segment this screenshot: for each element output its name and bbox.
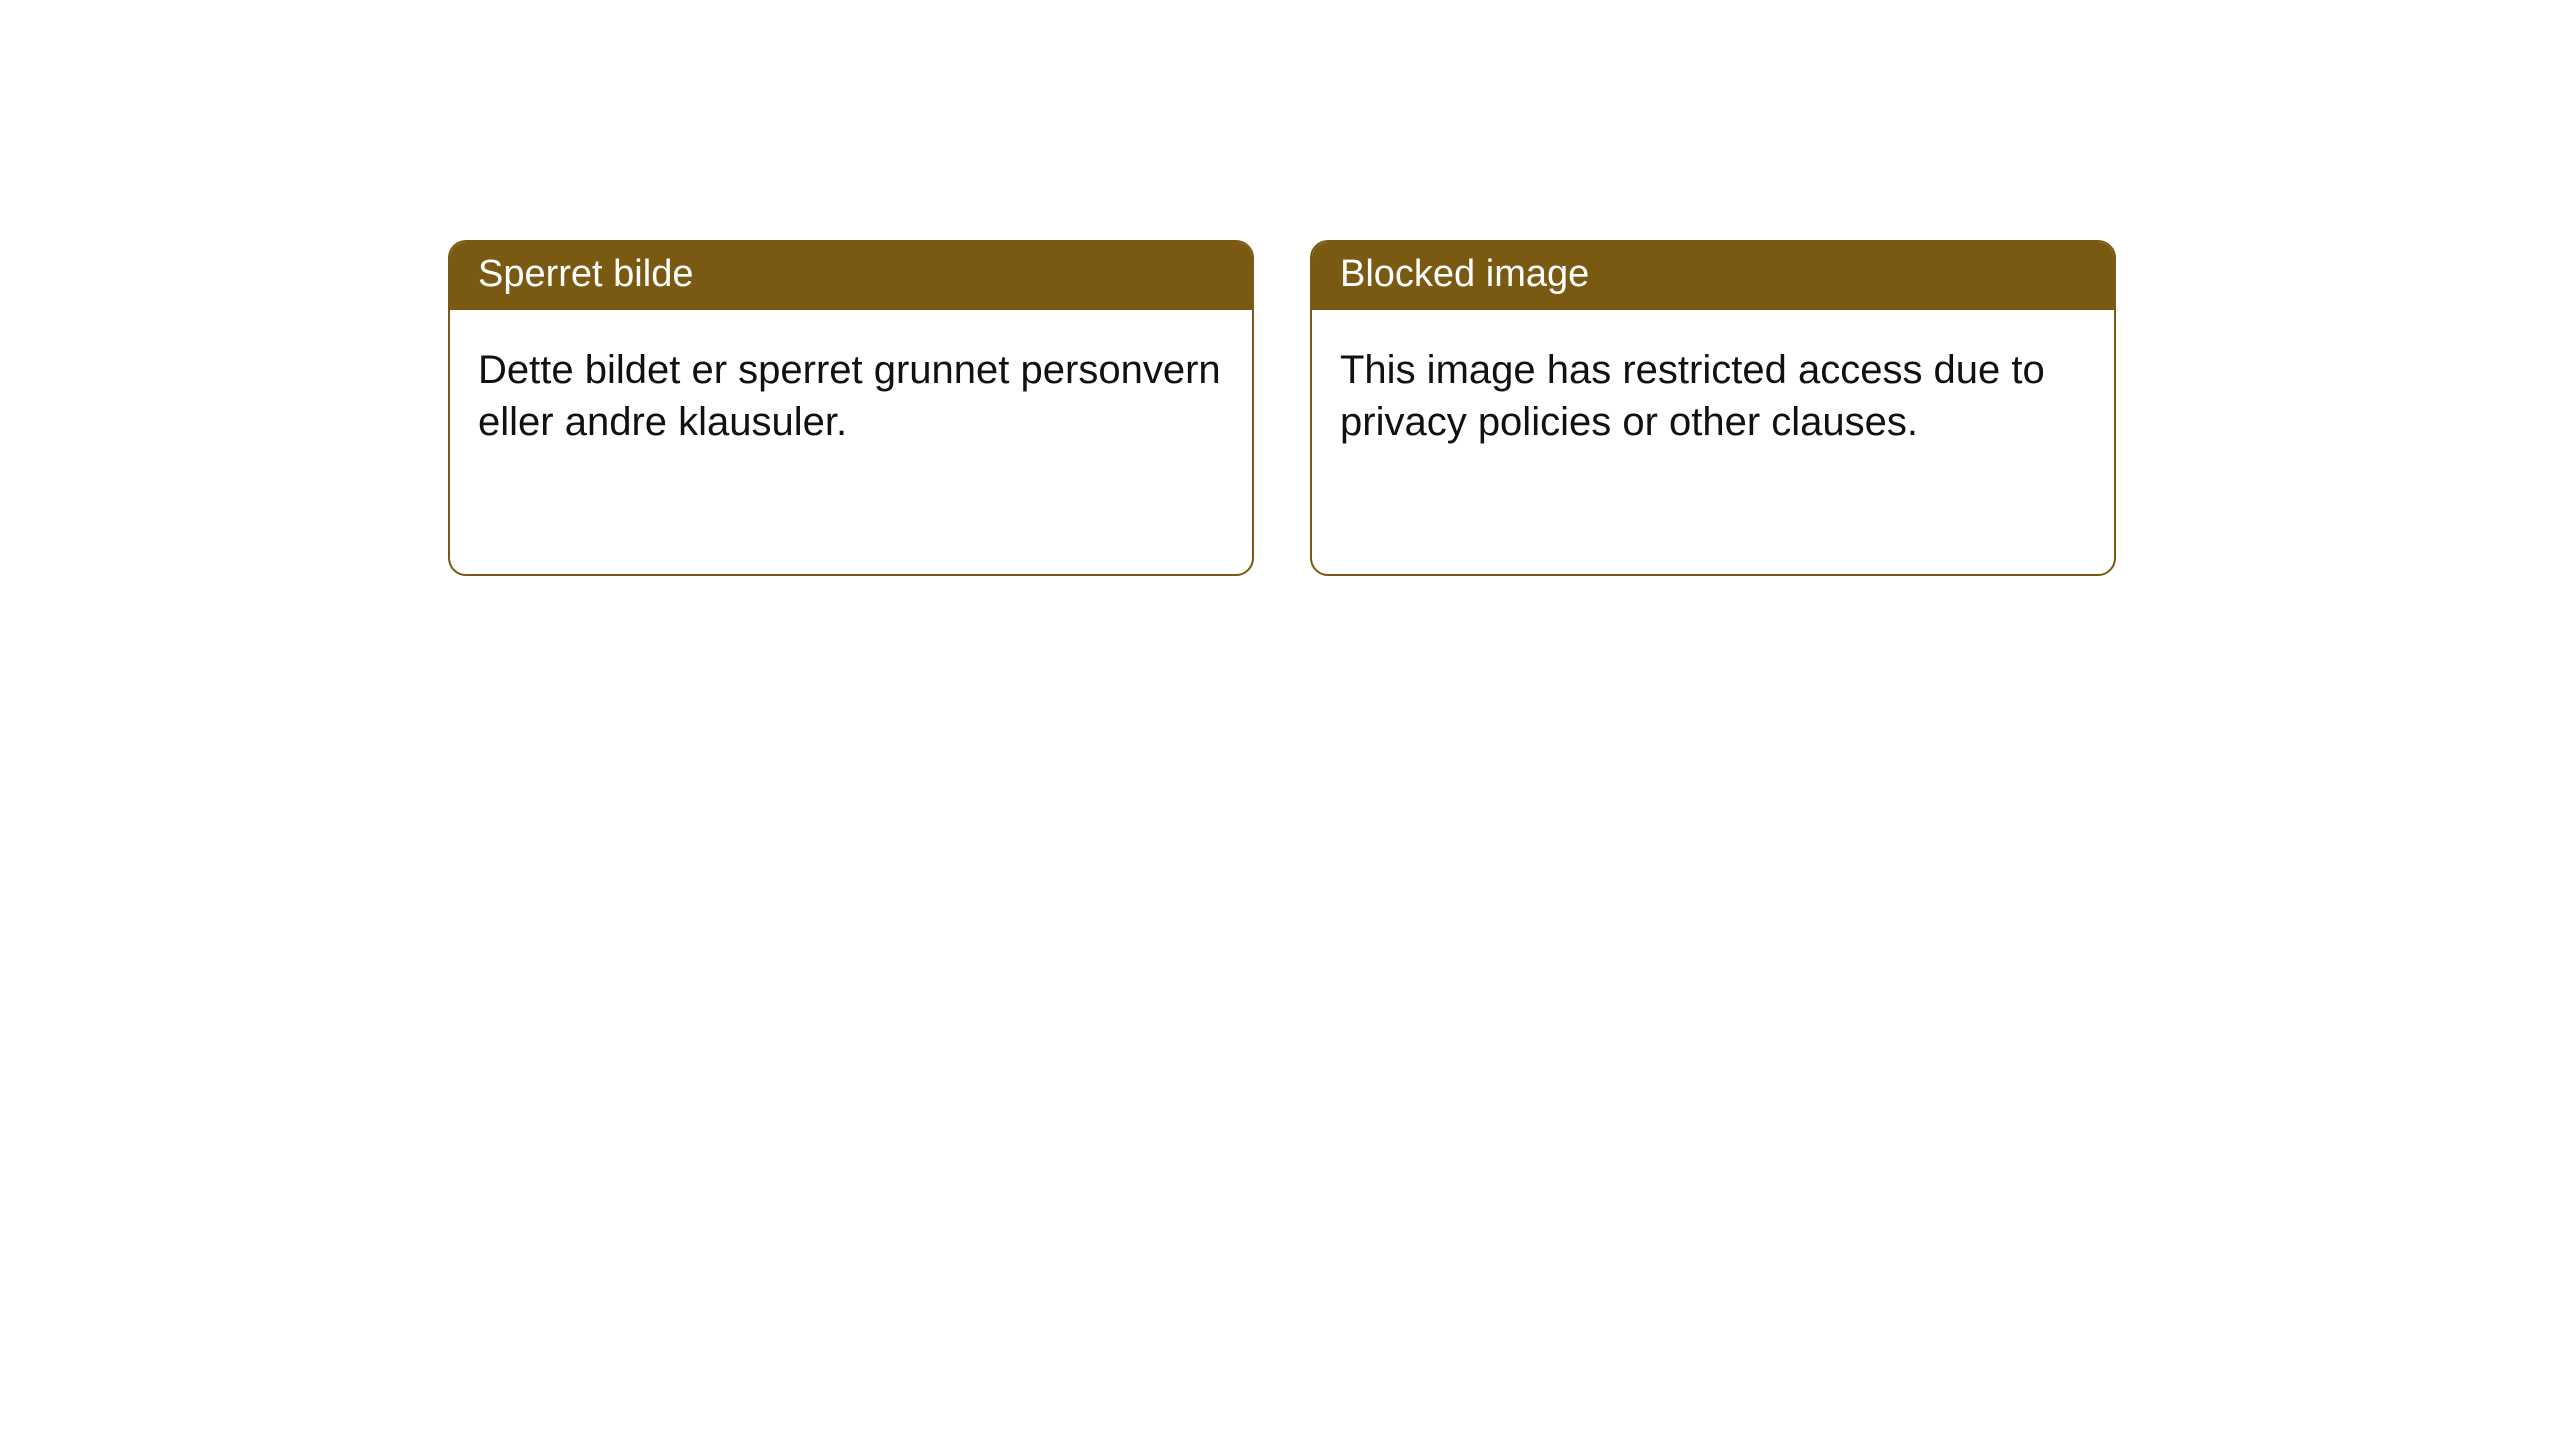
notice-cards-row: Sperret bilde Dette bildet er sperret gr… [448, 240, 2116, 576]
notice-card-title: Sperret bilde [450, 242, 1252, 310]
notice-card-body: Dette bildet er sperret grunnet personve… [450, 310, 1252, 468]
notice-card-no: Sperret bilde Dette bildet er sperret gr… [448, 240, 1254, 576]
notice-card-en: Blocked image This image has restricted … [1310, 240, 2116, 576]
notice-card-title: Blocked image [1312, 242, 2114, 310]
page-canvas: Sperret bilde Dette bildet er sperret gr… [0, 0, 2560, 1440]
notice-card-body: This image has restricted access due to … [1312, 310, 2114, 468]
